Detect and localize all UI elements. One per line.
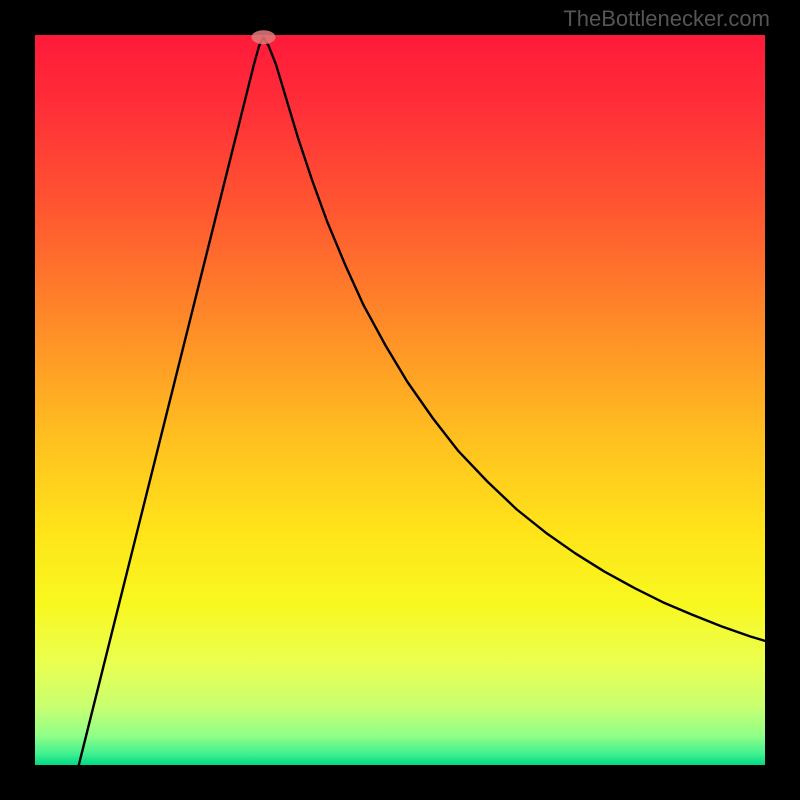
bottleneck-chart: TheBottlenecker.com [0,0,800,800]
watermark-text: TheBottlenecker.com [563,6,770,32]
chart-svg [0,0,800,800]
